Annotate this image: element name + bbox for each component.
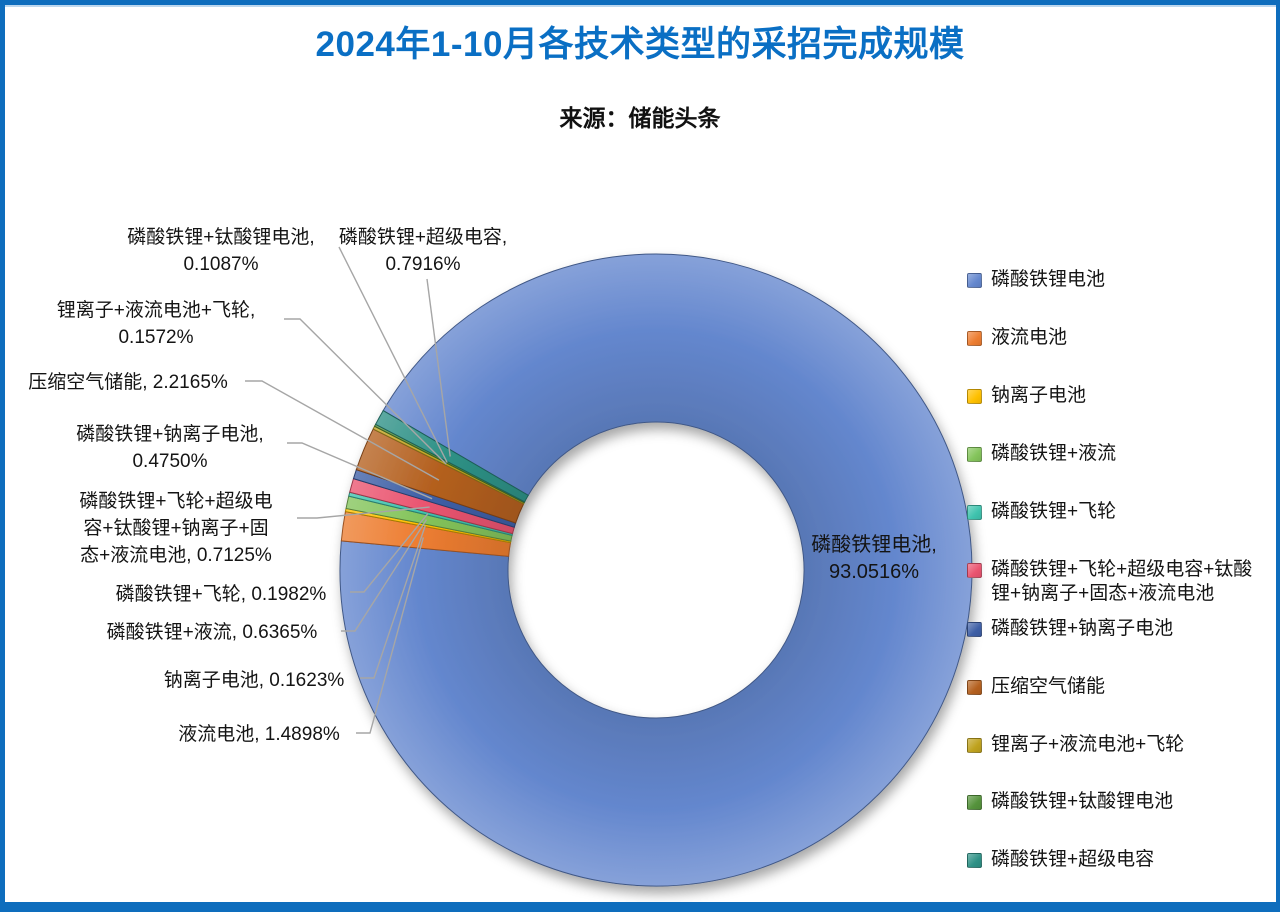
legend-item-11: 磷酸铁锂+超级电容	[967, 848, 1253, 872]
chart-source: 来源：储能头条	[559, 105, 721, 131]
leader-line-7	[350, 513, 429, 593]
callout-label-3: 锂离子+液流电池+飞轮, 0.1572%	[56, 300, 256, 348]
legend-swatch-8	[967, 680, 982, 695]
legend-swatch-11	[967, 853, 982, 868]
callout-label-10: 液流电池, 1.4898%	[178, 724, 340, 745]
legend-swatch-2	[967, 331, 982, 346]
legend-swatch-1	[967, 273, 982, 288]
callout-label-6: 磷酸铁锂+飞轮+超级电 容+钛酸锂+钠离子+固 态+液流电池, 0.7125%	[79, 491, 273, 566]
legend-label-11: 磷酸铁锂+超级电容	[991, 849, 1155, 870]
frame-border-right	[1276, 0, 1280, 912]
slice-data-label: 磷酸铁锂电池, 93.0516%	[811, 534, 937, 583]
legend-item-3: 钠离子电池	[967, 384, 1253, 408]
legend-label-8: 压缩空气储能	[991, 676, 1106, 697]
legend-label-6: 磷酸铁锂+飞轮+超级电容+钛酸锂+钠离子+固态+液流电池	[991, 559, 1253, 604]
leader-line-6	[297, 506, 430, 519]
legend-item-6: 磷酸铁锂+飞轮+超级电容+钛酸锂+钠离子+固态+液流电池	[967, 558, 1253, 606]
legend-swatch-6	[967, 563, 982, 578]
callout-label-8: 磷酸铁锂+液流, 0.6365%	[106, 622, 318, 643]
callout-label-1: 磷酸铁锂+钛酸锂电池, 0.1087%	[127, 227, 315, 275]
page-title: 2024年1-10月各技术类型的采招完成规模	[315, 25, 965, 64]
legend-label-7: 磷酸铁锂+钠离子电池	[991, 618, 1174, 639]
legend-item-1: 磷酸铁锂电池	[967, 268, 1253, 292]
leader-line-3	[284, 318, 447, 465]
legend-swatch-7	[967, 622, 982, 637]
callout-label-7: 磷酸铁锂+飞轮, 0.1982%	[115, 584, 327, 605]
leader-line-10	[356, 537, 424, 734]
callout-label-4: 压缩空气储能, 2.2165%	[28, 372, 228, 393]
legend-item-10: 磷酸铁锂+钛酸锂电池	[967, 790, 1253, 814]
legend-label-10: 磷酸铁锂+钛酸锂电池	[991, 791, 1174, 812]
legend-item-9: 锂离子+液流电池+飞轮	[967, 733, 1253, 757]
pie-slice-11	[374, 409, 529, 503]
frame-border-top	[0, 0, 1280, 5]
legend-swatch-3	[967, 389, 982, 404]
legend-item-2: 液流电池	[967, 326, 1253, 350]
frame-border-bottom	[0, 902, 1280, 912]
legend-swatch-10	[967, 795, 982, 810]
leader-line-1	[338, 246, 448, 463]
pie-slice-1	[339, 253, 973, 887]
legend-item-7: 磷酸铁锂+钠离子电池	[967, 617, 1253, 641]
frame-border-left	[0, 0, 5, 912]
legend-swatch-4	[967, 447, 982, 462]
legend-label-1: 磷酸铁锂电池	[991, 269, 1106, 290]
leader-line-5	[287, 442, 433, 500]
legend-label-9: 锂离子+液流电池+飞轮	[991, 734, 1185, 755]
legend-label-4: 磷酸铁锂+液流	[991, 443, 1117, 464]
leader-line-4	[245, 380, 440, 481]
legend-label-3: 钠离子电池	[991, 385, 1087, 406]
legend-swatch-5	[967, 505, 982, 520]
leader-line-8	[341, 519, 428, 632]
frame-border-accent	[0, 5, 1280, 7]
leader-line-2	[426, 278, 451, 457]
callout-label-2: 磷酸铁锂+超级电容, 0.7916%	[338, 227, 508, 275]
callout-label-5: 磷酸铁锂+钠离子电池, 0.4750%	[76, 424, 264, 472]
legend-item-4: 磷酸铁锂+液流	[967, 442, 1253, 466]
chart-legend: 磷酸铁锂电池 液流电池钠离子电池磷酸铁锂+液流 磷酸铁锂+飞轮磷酸铁锂+飞轮+超级电…	[967, 0, 1277, 912]
leader-line-9	[360, 525, 426, 679]
legend-label-2: 液流电池	[991, 327, 1068, 348]
legend-swatch-9	[967, 738, 982, 753]
legend-item-5: 磷酸铁锂+飞轮	[967, 500, 1253, 524]
callout-label-9: 钠离子电池, 0.1623%	[163, 670, 345, 691]
legend-item-8: 压缩空气储能	[967, 675, 1253, 699]
legend-label-5: 磷酸铁锂+飞轮	[991, 501, 1117, 522]
